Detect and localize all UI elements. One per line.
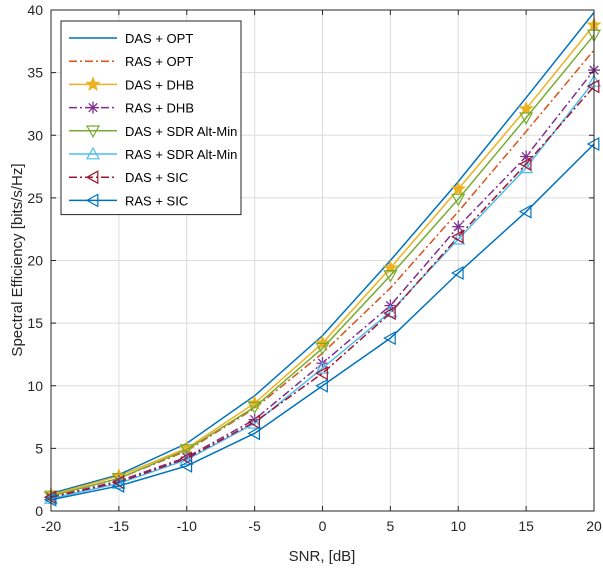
x-tick-label: 15 <box>518 518 534 534</box>
x-tick-label: -5 <box>248 518 261 534</box>
x-tick-label: 0 <box>319 518 327 534</box>
series-marker <box>519 112 534 125</box>
y-tick-label: 10 <box>27 378 43 394</box>
legend-label: DAS + OPT <box>125 31 193 46</box>
legend-entry: RAS + OPT <box>69 54 193 69</box>
asterisk-stroke <box>453 221 463 232</box>
series-marker <box>247 416 262 429</box>
series-marker <box>179 458 193 473</box>
series-line <box>50 80 595 500</box>
legend-swatch-marker <box>85 125 101 139</box>
y-tick-label: 0 <box>35 503 43 519</box>
series-marker <box>519 160 534 174</box>
y-tick-label: 15 <box>27 315 43 331</box>
x-axis-label: SNR, [dB] <box>289 548 356 565</box>
series-marker <box>383 331 396 346</box>
series-marker <box>247 401 262 415</box>
series-marker <box>383 270 398 283</box>
series-marker <box>43 492 57 507</box>
series-marker <box>179 452 194 466</box>
series-marker <box>451 229 464 244</box>
legend-label: RAS + SIC <box>125 193 188 208</box>
series-marker <box>450 180 466 196</box>
series-8 <box>43 137 600 507</box>
ticks: -20 -15 -10 -5 0 5 10 15 20 0 5 10 15 20 25 30 35 40 <box>27 2 602 534</box>
legend-entry: DAS + SIC <box>69 170 188 185</box>
series-marker <box>179 444 194 457</box>
series-marker <box>518 157 532 172</box>
legend-swatch-marker <box>85 76 101 91</box>
legend-swatch-marker <box>87 101 99 114</box>
x-tick-label: 5 <box>386 518 394 534</box>
y-tick-label: 25 <box>27 190 43 206</box>
series-marker <box>247 426 261 441</box>
y-tick-label: 20 <box>27 253 43 269</box>
series-marker <box>315 342 330 356</box>
legend-entry: DAS + SDR Alt-Min <box>69 124 237 139</box>
series-marker <box>518 100 534 116</box>
series-marker <box>111 478 125 493</box>
legend-entry: RAS + SIC <box>69 193 188 208</box>
legend-label: DAS + SIC <box>125 170 188 185</box>
series-marker <box>452 220 465 233</box>
x-tick-label: -10 <box>177 518 197 534</box>
asterisk-stroke <box>521 151 531 162</box>
y-tick-label: 5 <box>35 440 43 456</box>
series-marker <box>314 335 331 350</box>
series-line <box>50 143 595 501</box>
series-marker <box>315 378 328 393</box>
asterisk-stroke <box>88 102 98 113</box>
y-tick-label: 30 <box>27 127 43 143</box>
legend-label: RAS + DHB <box>125 101 194 116</box>
series-marker <box>451 266 464 281</box>
y-tick-label: 35 <box>27 65 43 81</box>
legend-label: RAS + OPT <box>125 54 193 69</box>
series-line <box>50 85 595 498</box>
series-marker <box>111 473 126 486</box>
series-marker <box>179 451 193 466</box>
series-marker <box>518 204 532 219</box>
series-marker <box>586 137 600 152</box>
x-tick-label: 10 <box>450 518 466 534</box>
legend-entry: RAS + DHB <box>69 101 194 116</box>
series-marker <box>586 79 600 94</box>
legend-swatch-marker <box>85 170 99 185</box>
x-tick-label: -20 <box>41 518 61 534</box>
legend-entry: DAS + OPT <box>69 31 193 46</box>
legend-entry: RAS + SDR Alt-Min <box>69 146 237 162</box>
legend: DAS + OPT RAS + OPT DAS + DHB RAS + DHB DAS … <box>60 20 242 216</box>
series-marker <box>315 366 328 381</box>
series-line <box>50 34 595 497</box>
legend-label: DAS + DHB <box>125 77 194 92</box>
y-tick-label: 40 <box>27 2 43 18</box>
x-tick-label: 20 <box>586 518 602 534</box>
legend-swatch-marker <box>85 146 101 160</box>
y-axis-label: Spectral Efficiency [bits/s/Hz] <box>9 163 26 356</box>
series-marker <box>247 415 261 430</box>
legend-label: RAS + SDR Alt-Min <box>125 147 237 162</box>
legend-swatch-marker <box>85 193 99 208</box>
legend-label: DAS + SDR Alt-Min <box>125 124 237 139</box>
series-marker <box>383 306 396 321</box>
x-tick-label: -15 <box>109 518 129 534</box>
legend-box <box>60 20 242 216</box>
legend-entry: DAS + DHB <box>69 76 194 92</box>
series-marker <box>451 193 466 207</box>
